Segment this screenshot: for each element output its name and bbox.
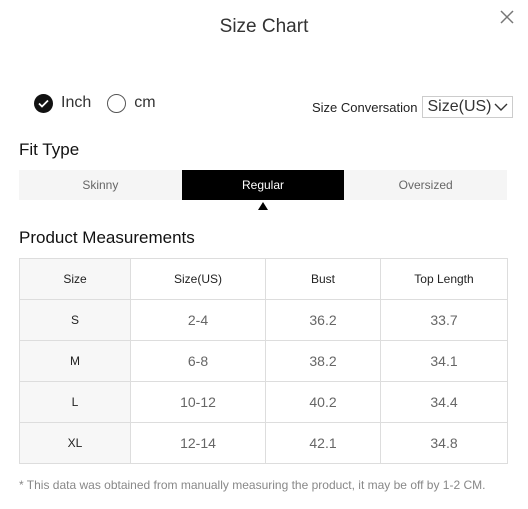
cell-size: M [19,340,131,382]
cell-size: L [19,381,131,423]
table-header-row: Size Size(US) Bust Top Length [19,258,508,300]
cell-size-us: 6-8 [130,340,266,382]
cell-size-us: 10-12 [130,381,266,423]
header-bust: Bust [265,258,381,300]
close-icon [500,10,514,24]
cell-size: XL [19,422,131,464]
cell-top-length: 33.7 [380,299,508,341]
table-row: M 6-8 38.2 34.1 [19,340,508,382]
cell-size: S [19,299,131,341]
measurement-note: * This data was obtained from manually m… [19,478,486,492]
cell-bust: 40.2 [265,381,381,423]
cell-bust: 36.2 [265,299,381,341]
measurements-table: Size Size(US) Bust Top Length S 2-4 36.2… [19,258,508,464]
fit-tab-oversized[interactable]: Oversized [344,170,508,200]
cell-size-us: 2-4 [130,299,266,341]
cell-top-length: 34.4 [380,381,508,423]
size-conversion-select[interactable]: Size(US) [421,96,513,118]
unit-label-cm: cm [134,94,156,111]
measurements-title: Product Measurements [19,228,195,247]
unit-radio-inch[interactable]: Inch [34,93,92,113]
radio-unchecked-icon [107,93,127,113]
page-title: Size Chart [219,16,309,37]
table-row: L 10-12 40.2 34.4 [19,381,508,423]
header-top-length: Top Length [380,258,508,300]
cell-top-length: 34.8 [380,422,508,464]
size-conversion-value: Size(US) [427,98,492,115]
header-size-us: Size(US) [130,258,266,300]
fit-type-title: Fit Type [19,140,80,159]
caret-up-icon [258,202,268,210]
unit-radio-cm[interactable]: cm [107,93,156,113]
cell-top-length: 34.1 [380,340,508,382]
table-row: S 2-4 36.2 33.7 [19,299,508,341]
unit-selector: Inch cm [34,92,172,114]
fit-tab-regular[interactable]: Regular [181,170,345,200]
close-button[interactable] [498,8,516,26]
table-row: XL 12-14 42.1 34.8 [19,422,508,464]
fit-type-tabs: Skinny Regular Oversized [19,170,508,200]
size-conversion-label: Size Conversation [312,99,418,115]
chevron-down-icon [494,103,508,111]
header-size: Size [19,258,131,300]
fit-tab-skinny[interactable]: Skinny [19,170,182,200]
radio-checked-icon [34,93,53,113]
cell-bust: 38.2 [265,340,381,382]
cell-size-us: 12-14 [130,422,266,464]
cell-bust: 42.1 [265,422,381,464]
unit-label-inch: Inch [61,94,92,111]
size-conversion: Size Conversation Size(US) [312,96,513,118]
